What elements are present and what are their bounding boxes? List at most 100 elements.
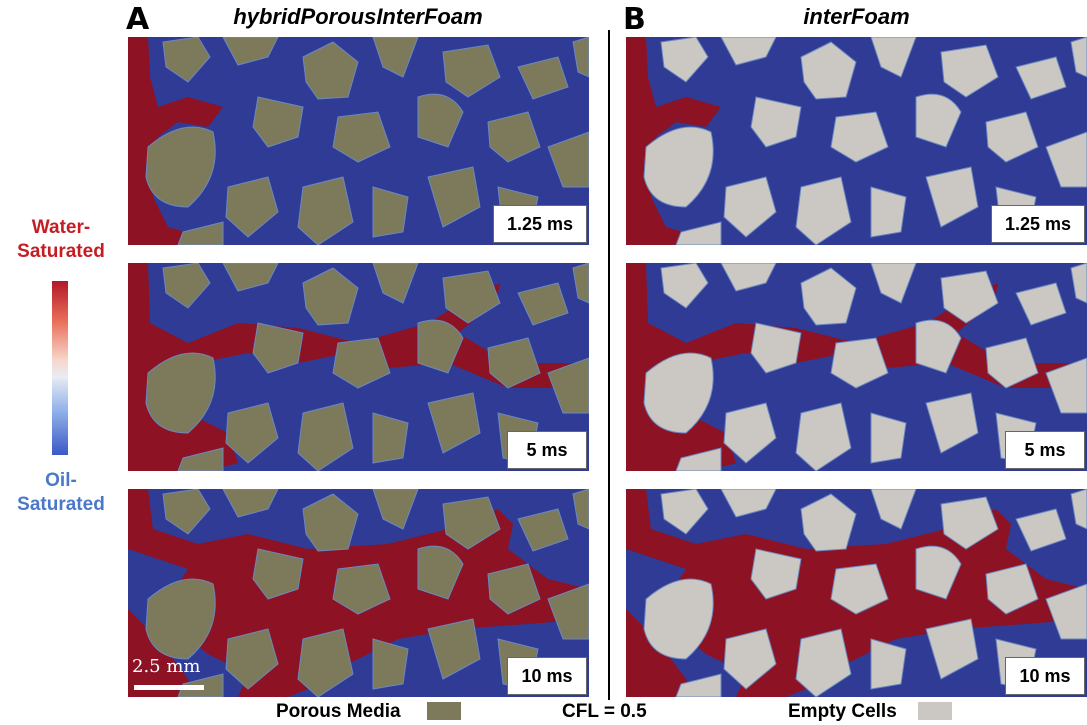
solid-grain (940, 496, 999, 550)
solid-grain (940, 44, 999, 98)
solid-grain (517, 282, 569, 326)
solid-grain (870, 37, 917, 78)
solid-grain (225, 402, 279, 464)
solid-grain (487, 111, 541, 163)
solid-grain (302, 41, 359, 100)
solid-grain (332, 563, 391, 615)
solid-grain (145, 126, 216, 208)
time-label: 1.25 ms (991, 205, 1085, 243)
solid-grain (643, 578, 714, 660)
solid-grain (1070, 489, 1087, 530)
solid-grain (1015, 508, 1067, 552)
solid-grain (222, 489, 279, 518)
simulation-tile: 1.25 ms (128, 37, 589, 245)
solid-grain (547, 357, 589, 414)
flow-field (626, 263, 1087, 471)
solid-grain (643, 126, 714, 208)
time-label: 5 ms (507, 431, 587, 469)
solid-grain (517, 508, 569, 552)
empty-cells-swatch (918, 702, 952, 720)
porous-media-swatch (427, 702, 461, 720)
cfl-label: CFL = 0.5 (562, 701, 647, 722)
solid-grain (572, 37, 589, 78)
solid-grain (222, 263, 279, 292)
column-divider (608, 30, 610, 700)
solid-grain (750, 548, 802, 600)
solid-grain (660, 489, 709, 535)
solid-grain (830, 337, 889, 389)
solid-grain (487, 563, 541, 615)
flow-field (128, 263, 589, 471)
solid-grain (750, 96, 802, 148)
solid-grain (795, 402, 852, 471)
flow-field (626, 489, 1087, 697)
solid-grain (660, 37, 709, 83)
solid-grain (572, 489, 589, 530)
solid-grain (302, 267, 359, 326)
solid-grain (1070, 37, 1087, 78)
solid-grain (940, 270, 999, 324)
time-label: 5 ms (1005, 431, 1085, 469)
solid-grain (252, 96, 304, 148)
solid-grain (517, 56, 569, 100)
solid-grain (427, 618, 481, 680)
solid-grain (442, 496, 501, 550)
solid-grain (1045, 583, 1087, 640)
panel-a-letter: A (126, 2, 150, 37)
panel-b-letter: B (623, 2, 646, 37)
solid-grain (795, 628, 852, 697)
panel-a-title: hybridPorousInterFoam (233, 4, 483, 29)
solid-grain (800, 267, 857, 326)
solid-grain (723, 628, 777, 690)
solid-grain (720, 263, 777, 292)
solid-grain (643, 352, 714, 434)
solid-grain (675, 447, 722, 471)
panel-b-title: interFoam (803, 4, 910, 29)
solid-grain (372, 263, 419, 304)
solid-grain (442, 44, 501, 98)
solid-grain (985, 111, 1039, 163)
solid-grain (547, 131, 589, 188)
simulation-tile: 10 ms (626, 489, 1087, 697)
solid-grain (925, 392, 979, 454)
solid-grain (177, 221, 224, 245)
solid-grain (297, 402, 354, 471)
solid-grain (427, 166, 481, 228)
legend-water-line1: Water- (31, 217, 91, 238)
solid-grain (162, 489, 211, 535)
solid-grain (145, 352, 216, 434)
solid-grain (830, 111, 889, 163)
solid-grain (162, 37, 211, 83)
solid-grain (925, 618, 979, 680)
solid-grain (830, 563, 889, 615)
solid-grain (547, 583, 589, 640)
solid-grain (1070, 263, 1087, 304)
solid-grain (870, 412, 907, 464)
simulation-tile: 5 ms (128, 263, 589, 471)
water-channel (626, 37, 721, 245)
scale-bar (134, 685, 204, 690)
solid-grain (417, 545, 464, 600)
solid-grain (720, 37, 777, 66)
solid-grain (162, 263, 211, 309)
solid-grain (372, 489, 419, 530)
solid-grain (660, 263, 709, 309)
solid-grain (675, 673, 722, 697)
solid-grain (915, 93, 962, 148)
solid-grain (225, 628, 279, 690)
solid-grain (332, 111, 391, 163)
solid-grain (372, 186, 409, 238)
water-channel (128, 37, 223, 245)
solid-grain (720, 489, 777, 518)
solid-grain (675, 221, 722, 245)
flow-field (128, 489, 589, 697)
empty-cells-label: Empty Cells (788, 701, 897, 722)
porous-media-label: Porous Media (276, 701, 401, 722)
solid-grain (427, 392, 481, 454)
solid-grain (870, 263, 917, 304)
solid-grain (1045, 131, 1087, 188)
solid-grain (252, 548, 304, 600)
saturation-colorbar (52, 281, 68, 455)
solid-grain (870, 186, 907, 238)
solid-grain (1015, 282, 1067, 326)
